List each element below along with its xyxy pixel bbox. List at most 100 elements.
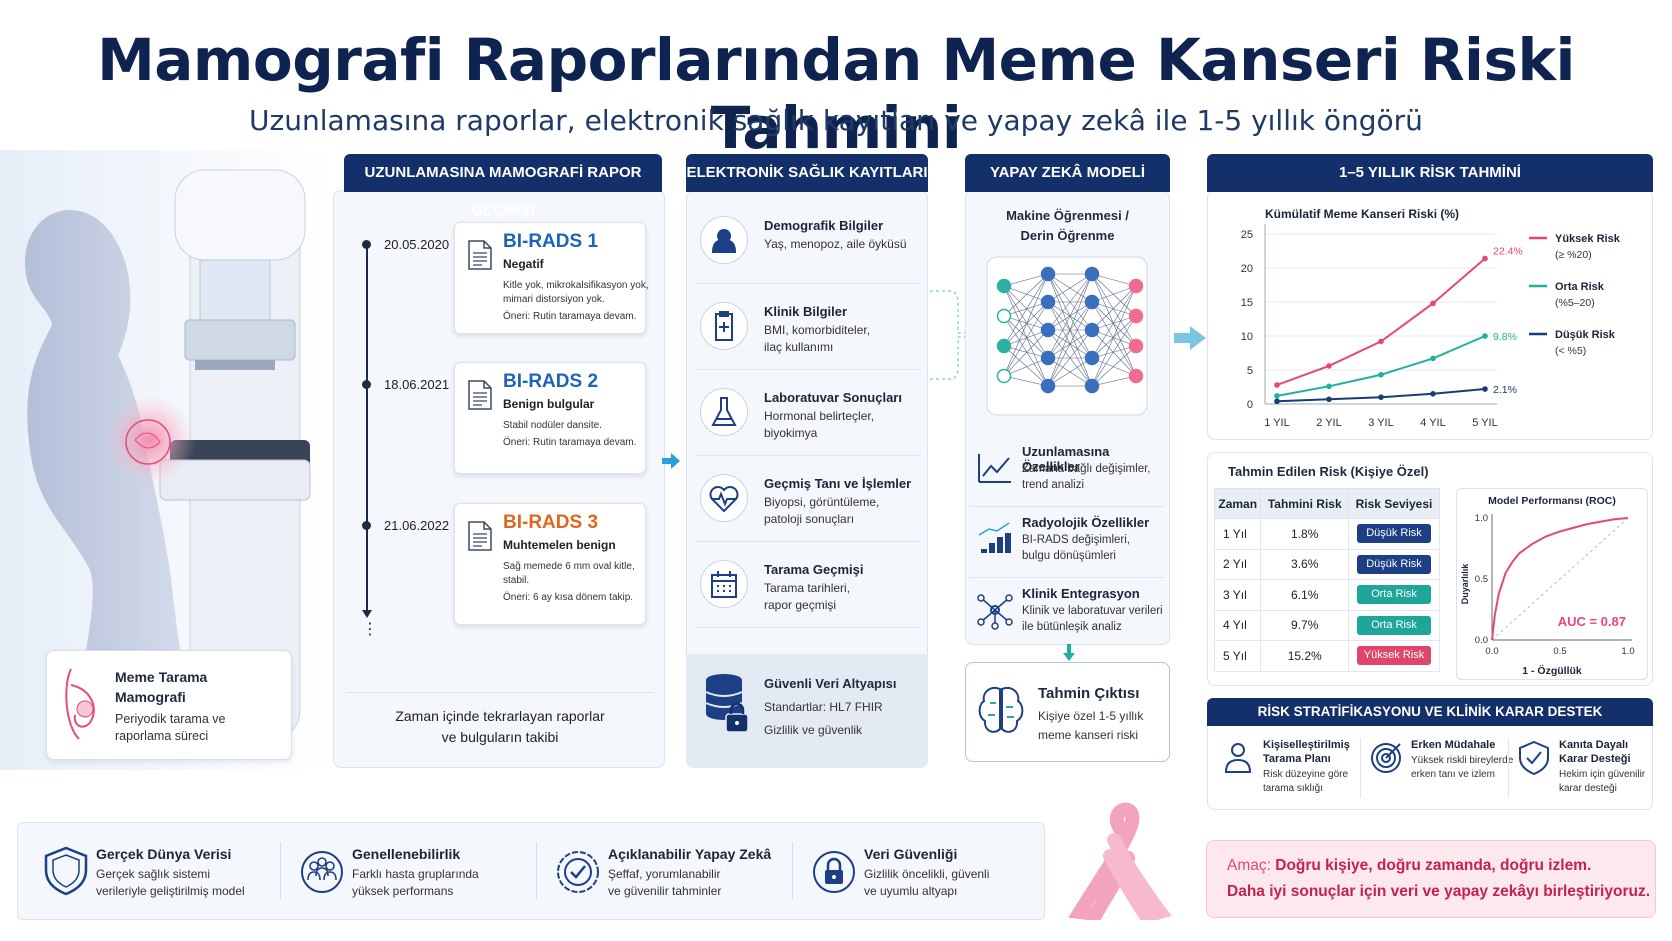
- cds-title: Erken Müdahale: [1411, 738, 1511, 752]
- timeline-dot: [362, 521, 371, 530]
- pink-ribbon-icon: [1068, 802, 1172, 920]
- risk-level-badge: Düşük Risk: [1357, 554, 1431, 574]
- data-point: [1482, 386, 1488, 392]
- risk-table-title: Tahmin Edilen Risk (Kişiye Özel): [1228, 464, 1429, 479]
- x-tick-label: 3 YIL: [1368, 417, 1394, 429]
- footer-item: Genellenebilirlik Farklı hasta gruplarınd…: [280, 832, 534, 904]
- document-icon: [468, 380, 492, 410]
- network-icon: [977, 594, 1013, 630]
- footer-item-desc: Farklı hasta gruplarında yüksek performan…: [352, 866, 532, 900]
- ai-desc-line: Zamana bağlı değişimler,: [1022, 463, 1151, 475]
- down-arrow-icon: [1063, 644, 1075, 661]
- cumulative-risk-chart: Kümülatif Meme Kanseri Riski (%) 0 5 10 15 20…: [1241, 207, 1621, 429]
- cds-desc-line: tarama sıklığı: [1263, 783, 1324, 794]
- legend-name: Yüksek Risk: [1555, 233, 1621, 245]
- cds-title-line: Kanıta Dayalı: [1559, 739, 1629, 751]
- database-lock-icon: [705, 674, 749, 733]
- trend-icon: [978, 454, 1011, 483]
- ehr-item-title: Laboratuvar Sonuçları: [764, 390, 902, 405]
- screening-card: Meme Tarama Mamografi Periyodik tarama v…: [46, 650, 292, 760]
- ehr-item: Geçmiş Tanı ve İşlemler Biyopsi, görüntül…: [696, 454, 921, 542]
- ai-desc-line: trend analizi: [1022, 479, 1085, 491]
- divider: [280, 842, 281, 900]
- footer-item: Gerçek Dünya Verisi Gerçek sağlık sistemi…: [38, 832, 278, 904]
- target-icon: [1371, 743, 1401, 773]
- cds-title-line: Tarama Planı: [1263, 753, 1331, 765]
- end-value-label: 2.1%: [1493, 384, 1517, 396]
- heart-pulse-icon: [700, 474, 748, 522]
- footer-desc-line: ve uyumlu altyapı: [864, 884, 958, 898]
- ehr-desc-line: biyokimya: [764, 426, 818, 440]
- end-value-label: 22.4%: [1493, 245, 1523, 257]
- row-risk: 9.7%: [1260, 609, 1349, 641]
- goal-box: Amaç: Doğru kişiye, doğru zamanda, doğru…: [1206, 840, 1656, 918]
- data-point: [1326, 383, 1332, 390]
- secure-title: Güvenli Veri Altyapısı: [764, 676, 897, 691]
- ehr-desc-line: Tarama tarihleri,: [764, 581, 851, 595]
- divider: [536, 842, 537, 900]
- legend-name: Düşük Risk: [1555, 329, 1616, 341]
- screening-title-1: Meme Tarama: [115, 669, 208, 685]
- cds-header: RİSK STRATİFİKASYONU VE KLİNİK KARAR DES…: [1207, 698, 1653, 726]
- footer-desc-line: verileriyle geliştirilmiş model: [96, 884, 245, 898]
- cds-item: Kişiselleştirilmiş Tarama Planı Risk düzey…: [1218, 738, 1358, 804]
- ai-desc-line: ile bütünleşik analiz: [1022, 621, 1122, 633]
- ehr-item: Tarama Geçmişi Tarama tarihleri, rapor geç…: [696, 540, 921, 628]
- data-point: [1326, 396, 1332, 403]
- neural-network-icon: [986, 256, 1148, 416]
- data-point: [1430, 300, 1436, 307]
- footer-desc-line: ve güvenilir tahminler: [608, 884, 722, 898]
- table-row: 4 Yıl 9.7% Orta Risk: [1213, 609, 1440, 641]
- cds-desc-line: karar desteği: [1559, 783, 1617, 794]
- footer-item: Veri Güvenliği Gizlilik öncelikli, güvenl…: [792, 832, 1046, 904]
- report-desc-line: stabil.: [503, 575, 530, 586]
- roc-title: Model Performansı (ROC): [1488, 495, 1616, 507]
- ehr-item: Demografik Bilgiler Yaş, menopoz, aile öy…: [696, 196, 921, 284]
- secure-line-1: Standartlar: HL7 FHIR: [764, 700, 883, 714]
- screening-title-2: Mamografi: [115, 689, 186, 705]
- ehr-item-desc: BMI, komorbiditeler, ilaç kullanımı: [764, 322, 924, 356]
- ai-feature: Klinik Entegrasyon Klinik ve laboratuvar …: [965, 577, 1165, 650]
- cds-title-line: Erken Müdahale: [1411, 739, 1496, 751]
- footer-item-desc: Şeffaf, yorumlanabilir ve güvenilir tahmi…: [608, 866, 788, 900]
- table-row: 2 Yıl 3.6% Düşük Risk: [1213, 548, 1440, 580]
- birads-finding: Benign bulgular: [503, 397, 595, 411]
- legend-range: (%5–20): [1555, 297, 1595, 309]
- footer-strip: [17, 822, 1045, 920]
- ai-header: YAPAY ZEKÂ MODELİ: [965, 154, 1170, 192]
- secure-box: Güvenli Veri Altyapısı Standartlar: HL7 …: [686, 654, 928, 768]
- ehr-item-title: Geçmiş Tanı ve İşlemler: [764, 476, 912, 491]
- footer-item-title: Gerçek Dünya Verisi: [96, 846, 232, 862]
- data-point: [1378, 394, 1384, 400]
- divider: [1360, 738, 1361, 798]
- report-desc: Sağ memede 6 mm oval kitle, stabil. Öneri:…: [503, 560, 653, 605]
- x-tick-label: 1 YIL: [1264, 417, 1290, 429]
- ehr-desc-line: ilaç kullanımı: [764, 340, 834, 354]
- roc-x-tick: 0.5: [1553, 646, 1566, 657]
- ehr-item-title: Tarama Geçmişi: [764, 562, 864, 577]
- risk-level-badge: Düşük Risk: [1357, 524, 1431, 544]
- birads-finding: Negatif: [503, 257, 544, 271]
- report-card: BI-RADS 3 Muhtemelen benign Sağ memede 6 m…: [454, 503, 646, 625]
- auc-label: AUC = 0.87: [1558, 614, 1626, 629]
- footer-item: Açıklanabilir Yapay Zekâ Şeffaf, yorumlan…: [536, 832, 790, 904]
- ehr-desc-line: Yaş, menopoz, aile öyküsü: [764, 237, 907, 251]
- ai-feature-desc: Zamana bağlı değişimler, trend analizi: [1022, 461, 1167, 493]
- divider: [969, 577, 1165, 578]
- risk-level-badge: Yüksek Risk: [1357, 646, 1431, 666]
- ehr-item: Klinik Bilgiler BMI, komorbiditeler, ilaç …: [696, 282, 921, 370]
- series-line: [1276, 335, 1486, 397]
- timeline-ellipsis: ⋮: [362, 621, 378, 638]
- data-point: [1378, 371, 1384, 378]
- row-level-cell: Orta Risk: [1348, 609, 1440, 641]
- ai-feature-title: Uzunlamasına Özellikler: [1022, 444, 1110, 474]
- table-row: 1 Yıl 1.8% Düşük Risk: [1213, 518, 1440, 550]
- history-footer-1: Zaman içinde tekrarlayan raporlar: [395, 708, 605, 724]
- timeline-arrow-icon: [362, 610, 372, 618]
- ai-feature-title: Klinik Entegrasyon: [1022, 586, 1140, 601]
- row-level-cell: Yüksek Risk: [1348, 640, 1440, 672]
- flow-arrow-icon: [1174, 326, 1206, 350]
- roc-y-tick: 0.5: [1475, 574, 1488, 585]
- roc-diagonal: [1491, 517, 1629, 641]
- report-desc-line: Öneri: 6 ay kısa dönem takip.: [503, 592, 634, 603]
